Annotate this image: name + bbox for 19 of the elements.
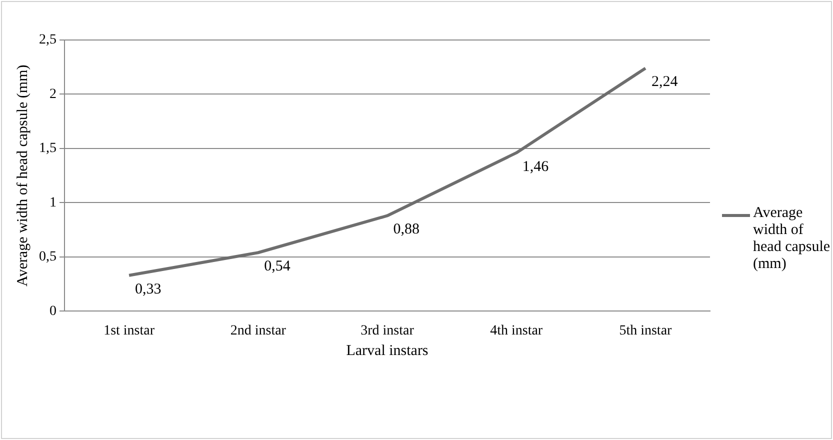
- y-tick-label: 2: [50, 86, 56, 102]
- y-tick-label: 2,5: [39, 32, 56, 48]
- x-tick-label: 3rd instar: [360, 323, 414, 338]
- x-tick-label: 2nd instar: [230, 323, 286, 338]
- y-tick-label: 0,5: [39, 250, 56, 265]
- data-label: 0,88: [393, 222, 420, 238]
- data-label: 2,24: [651, 74, 678, 90]
- data-label: 0,33: [135, 281, 162, 298]
- y-tick-label: 0: [50, 304, 56, 319]
- data-label: 1,46: [522, 158, 550, 175]
- y-axis-title: Average width of head capsule (mm): [14, 64, 31, 286]
- x-tick-label: 1st instar: [104, 323, 155, 338]
- x-tick-label: 5th instar: [619, 323, 672, 338]
- x-axis-title: Larval instars: [346, 342, 428, 359]
- y-tick-label: 1: [50, 195, 56, 210]
- legend-label: Average width of head capsule (mm): [753, 205, 832, 273]
- y-tick-label: 1,5: [39, 141, 56, 156]
- data-label: 0,54: [264, 258, 291, 275]
- x-tick-label: 4th instar: [490, 323, 543, 338]
